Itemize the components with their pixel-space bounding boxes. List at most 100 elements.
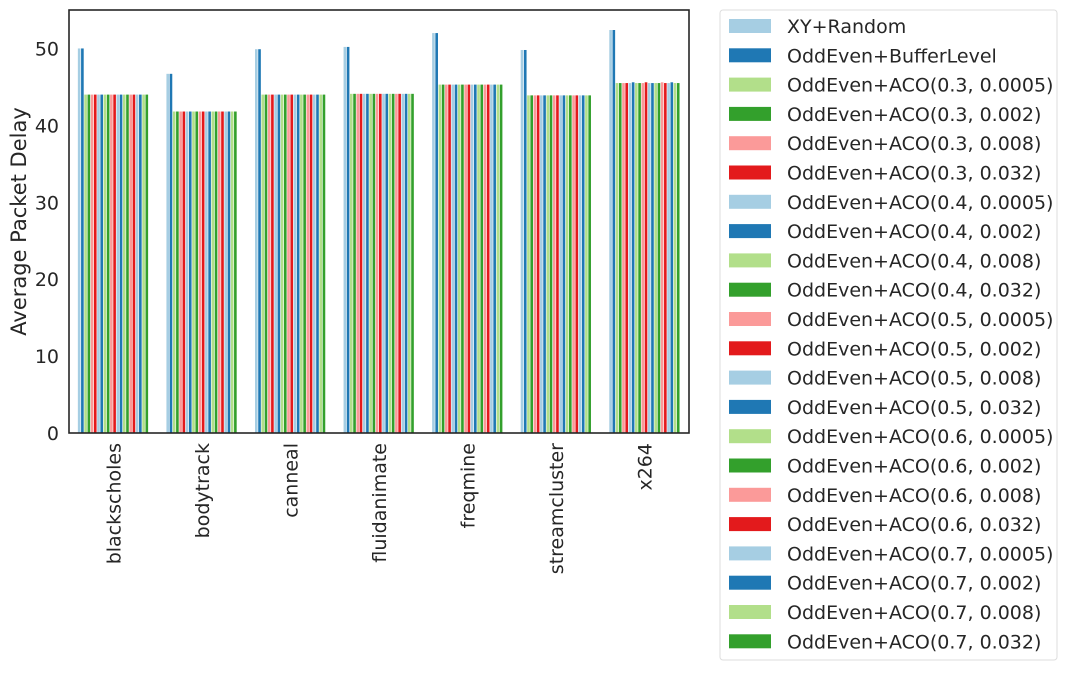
bar: [306, 94, 310, 433]
legend-swatch: [729, 312, 771, 326]
legend-swatch: [729, 165, 771, 180]
bar: [230, 111, 234, 434]
bar: [622, 83, 625, 433]
legend-swatch: [729, 399, 771, 414]
bar: [172, 111, 176, 434]
bar: [103, 94, 107, 433]
legend-swatch: [729, 194, 771, 209]
bar: [628, 83, 632, 433]
y-tick-label: 40: [35, 115, 59, 137]
bar: [319, 94, 323, 433]
plot-frame: [68, 9, 690, 434]
bar: [474, 84, 477, 433]
x-tick-label: freqmine: [458, 443, 480, 528]
bar: [77, 48, 81, 433]
bar: [366, 93, 369, 433]
x-tick-label: bodytrack: [192, 443, 214, 538]
bar: [139, 94, 142, 433]
bar: [166, 73, 170, 433]
legend-swatch: [729, 136, 771, 151]
bar: [618, 83, 622, 433]
legend-swatch: [729, 634, 771, 649]
bar: [578, 95, 582, 434]
bar: [461, 84, 464, 433]
bar: [142, 94, 145, 433]
bar: [359, 93, 363, 433]
bar: [464, 84, 467, 433]
legend-label: XY+Random: [787, 16, 906, 38]
legend: XY+Random OddEven+BufferLevel OddEven+ACO(…: [719, 9, 1058, 661]
bar: [407, 93, 411, 433]
bar: [221, 111, 224, 434]
y-tick-label: 10: [35, 346, 59, 368]
bar: [255, 49, 258, 433]
legend-label: OddEven+ACO(0.5, 0.0005): [787, 309, 1053, 331]
bar: [533, 95, 537, 434]
bar: [277, 94, 281, 433]
legend-frame: [719, 9, 1058, 661]
bar: [217, 111, 221, 434]
bar: [588, 95, 591, 434]
bar: [316, 94, 319, 433]
bar: [559, 95, 562, 434]
bar: [258, 49, 261, 433]
bar: [549, 95, 553, 434]
bar: [208, 111, 211, 434]
bar: [644, 82, 648, 433]
bar: [234, 111, 237, 434]
legend-label: OddEven+ACO(0.7, 0.0005): [787, 543, 1053, 565]
legend-label: OddEven+ACO(0.3, 0.032): [787, 163, 1041, 185]
bar: [457, 84, 461, 433]
legend-swatch: [729, 341, 771, 356]
legend-label: OddEven+BufferLevel: [787, 45, 997, 67]
bar: [119, 94, 123, 433]
bar: [448, 84, 451, 433]
bar: [90, 94, 94, 433]
y-tick-label: 30: [35, 192, 59, 214]
bar: [122, 94, 126, 433]
legend-swatch: [729, 282, 771, 297]
x-tick-label: canneal: [280, 443, 302, 518]
legend-label: OddEven+ACO(0.4, 0.002): [787, 221, 1041, 243]
x-tick-label: streamcluster: [546, 443, 568, 574]
legend-swatch: [729, 77, 771, 92]
bar: [641, 83, 645, 433]
bar: [264, 94, 268, 433]
bar: [100, 94, 104, 433]
legend-label: OddEven+ACO(0.7, 0.008): [787, 602, 1041, 624]
legend-swatch: [729, 48, 771, 63]
legend-label: OddEven+ACO(0.3, 0.008): [787, 133, 1041, 155]
bar: [372, 93, 376, 433]
legend-label: OddEven+ACO(0.5, 0.002): [787, 338, 1041, 360]
bar: [664, 83, 667, 433]
bar: [113, 94, 116, 433]
bar: [483, 84, 487, 433]
bar: [572, 95, 575, 434]
bar: [438, 84, 442, 433]
legend-swatch: [729, 429, 771, 444]
bar: [110, 94, 113, 433]
bar: [93, 94, 97, 433]
bar: [585, 95, 588, 434]
bar: [192, 111, 195, 434]
y-tick-label: 0: [47, 423, 59, 445]
bar: [356, 93, 360, 433]
bar: [179, 111, 182, 434]
bar: [562, 95, 566, 434]
bar: [486, 84, 490, 433]
bar: [638, 83, 641, 433]
bar: [126, 94, 129, 433]
bar: [667, 83, 670, 433]
bar: [214, 111, 218, 434]
bar: [496, 84, 500, 433]
bar: [261, 94, 265, 433]
legend-swatch: [729, 605, 771, 619]
bar: [451, 84, 455, 433]
legend-label: OddEven+ACO(0.4, 0.032): [787, 280, 1041, 302]
legend-label: OddEven+ACO(0.5, 0.008): [787, 368, 1041, 390]
bar: [129, 94, 133, 433]
bar: [657, 83, 661, 433]
legend-label: OddEven+ACO(0.7, 0.002): [787, 573, 1041, 595]
bar: [201, 111, 205, 434]
legend-label: OddEven+ACO(0.5, 0.032): [787, 397, 1041, 419]
